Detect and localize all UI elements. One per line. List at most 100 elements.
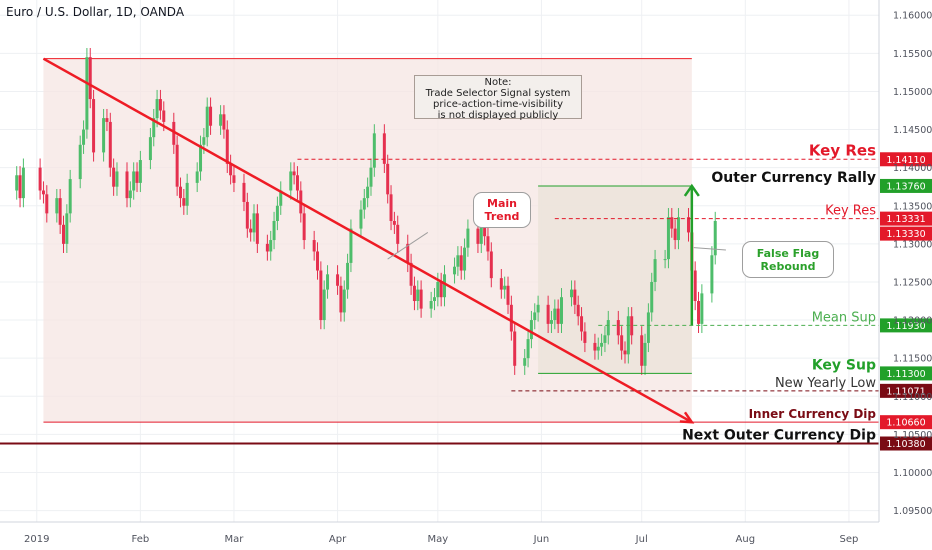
candle-body: [650, 281, 654, 313]
main-trend-line: [42, 57, 693, 424]
candle-body: [172, 121, 176, 145]
x-tick-label: Mar: [225, 534, 245, 545]
level-label: New Yearly Low: [775, 376, 876, 391]
candle-body: [155, 99, 159, 119]
level-lines: [0, 57, 879, 445]
candle-body: [108, 121, 112, 168]
trend-arrow-head: [679, 411, 695, 424]
candle-body: [556, 308, 560, 324]
candle-body: [162, 110, 166, 122]
candle-body: [135, 171, 139, 183]
candle-body: [205, 106, 209, 138]
level-label: Key Res: [809, 141, 876, 159]
candle-body: [486, 236, 490, 252]
candle-body: [456, 255, 460, 267]
candle-body: [663, 259, 667, 261]
candle-body: [620, 335, 624, 351]
candle-body: [646, 312, 650, 343]
level-label: Inner Currency Dip: [749, 407, 877, 421]
candle-body: [453, 266, 457, 275]
candle-body: [105, 118, 109, 122]
candle-body: [152, 118, 156, 138]
candle-body: [369, 167, 373, 187]
candle-body: [526, 339, 530, 359]
candle-body: [158, 99, 162, 111]
y-tick-label: 1.14000: [893, 163, 932, 174]
level-label: Outer Currency Rally: [711, 170, 876, 186]
note-line: Trade Selector Signal system: [425, 88, 571, 99]
candle-body: [583, 331, 587, 343]
candle-body: [412, 285, 416, 302]
candle-body: [396, 224, 400, 244]
candle-body: [580, 316, 584, 332]
candle-body: [316, 251, 320, 271]
candle-body: [570, 289, 574, 298]
candle-body: [148, 137, 152, 161]
price-tag-label: 1.14110: [886, 155, 925, 166]
candle-body: [45, 194, 49, 214]
level-label: Key Sup: [812, 357, 876, 373]
candle-body: [666, 217, 670, 260]
y-tick-label: 1.10000: [893, 468, 932, 479]
candle-body: [269, 240, 273, 252]
candle-body: [576, 304, 580, 317]
price-tag: [880, 226, 932, 241]
x-tick-label: May: [427, 534, 448, 545]
candle-body: [626, 316, 630, 355]
level-label: Next Outer Currency Dip: [682, 428, 876, 444]
candle-body: [630, 316, 634, 336]
price-tag-label: 1.13331: [886, 214, 925, 225]
candle-body: [459, 255, 463, 271]
candle-body: [55, 198, 59, 214]
candle-body: [312, 240, 316, 252]
false-flag-callout: False Flag Rebound: [742, 241, 834, 278]
candle-body: [686, 217, 690, 233]
candle-body: [78, 144, 82, 180]
candle-body: [443, 274, 447, 298]
price-tag-label: 1.13760: [886, 181, 925, 192]
candle-body: [439, 281, 443, 298]
candle-body: [178, 186, 182, 199]
candle-body: [476, 228, 480, 244]
level-labels: Key Res 1.14110 Outer Currency Rally 1.1376…: [682, 141, 932, 451]
candle-body: [252, 213, 256, 233]
candle-body: [62, 224, 66, 244]
candle-body: [38, 167, 42, 191]
candle-body: [382, 133, 386, 164]
candle-body: [125, 171, 129, 199]
price-tag: [880, 211, 932, 226]
y-tick-label: 1.16000: [893, 11, 932, 22]
candle-body: [673, 228, 677, 241]
y-tick-label: 1.13500: [893, 201, 932, 212]
candle-body: [202, 137, 206, 145]
candle-body: [366, 186, 370, 199]
candle-body: [489, 251, 493, 279]
level-label: Mean Sup: [812, 310, 876, 325]
candle-body: [58, 198, 62, 225]
candle-body: [322, 289, 326, 321]
rally-zone: [538, 185, 692, 374]
candle-body: [209, 106, 213, 126]
candle-body: [195, 171, 199, 183]
x-tick-label: Feb: [132, 534, 150, 545]
candle-body: [219, 114, 223, 126]
candle-body: [406, 243, 410, 263]
candle-body: [533, 312, 537, 321]
candle-body: [372, 133, 376, 168]
note-box: Note: Trade Selector Signal system price…: [414, 75, 582, 121]
candle-body: [185, 182, 189, 206]
candle-body: [342, 289, 346, 313]
symbol-title: Euro / U.S. Dollar, 1D, OANDA: [6, 5, 185, 19]
candle-body: [523, 358, 527, 366]
candle-body: [295, 175, 299, 191]
x-tick-label: Jul: [635, 534, 648, 545]
candle-body: [182, 198, 186, 206]
candle-body: [600, 342, 604, 347]
candle-body: [68, 179, 72, 214]
candle-body: [596, 346, 600, 351]
price-tag-label: 1.11071: [886, 386, 925, 397]
candle-body: [670, 217, 674, 229]
candle-body: [21, 167, 25, 199]
candle-body: [559, 297, 563, 324]
